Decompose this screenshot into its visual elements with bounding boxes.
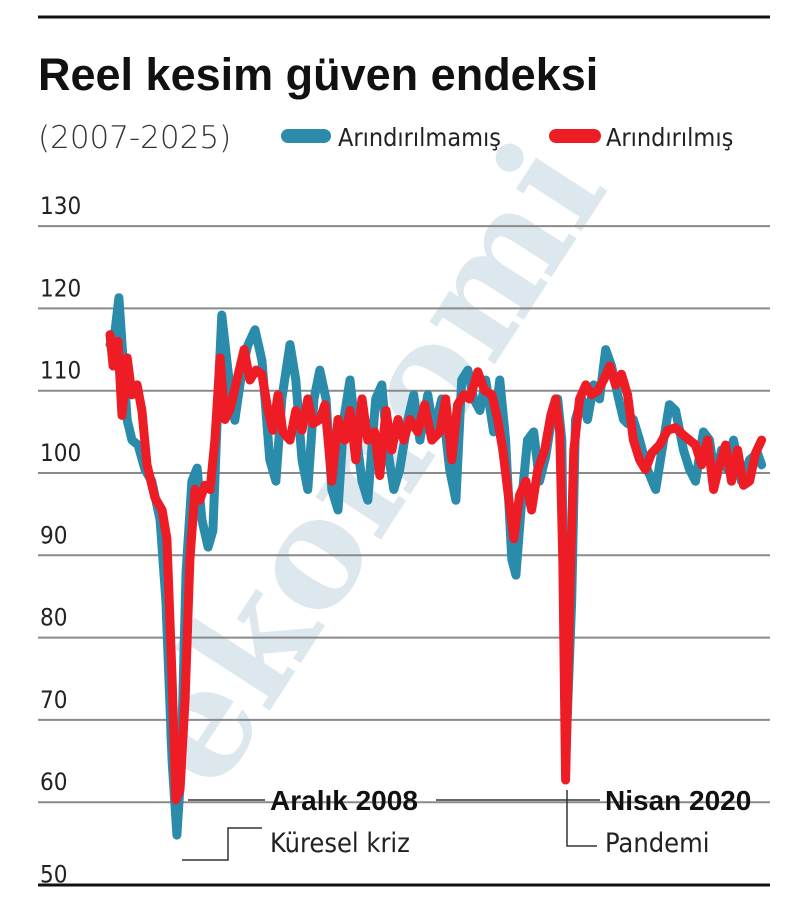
annotation-text-2008: Küresel kriz — [270, 828, 410, 859]
chart-subtitle: (2007-2025) — [38, 120, 231, 156]
y-tick-label: 80 — [40, 604, 67, 632]
legend-label-adjusted: Arındırılmış — [606, 123, 733, 152]
y-tick-label: 70 — [40, 686, 67, 714]
annotation-text-2020: Pandemi — [605, 828, 710, 859]
series-line-adjusted — [105, 330, 767, 805]
y-tick-label: 130 — [40, 192, 81, 220]
chart-title: Reel kesim güven endeksi — [38, 49, 598, 100]
annotation-title-2020: Nisan 2020 — [605, 785, 751, 816]
annotation-2008 — [182, 790, 600, 861]
legend: Arındırılmamış Arındırılmış — [281, 123, 733, 152]
y-tick-label: 120 — [40, 274, 81, 302]
legend-label-unadjusted: Arındırılmamış — [338, 123, 501, 152]
series-lines — [105, 293, 767, 840]
y-tick-label: 90 — [40, 521, 67, 549]
y-tick-label: 100 — [40, 439, 81, 467]
y-tick-label: 60 — [40, 768, 67, 796]
y-tick-label: 110 — [40, 357, 81, 385]
annotation-title-2008: Aralık 2008 — [270, 785, 418, 816]
